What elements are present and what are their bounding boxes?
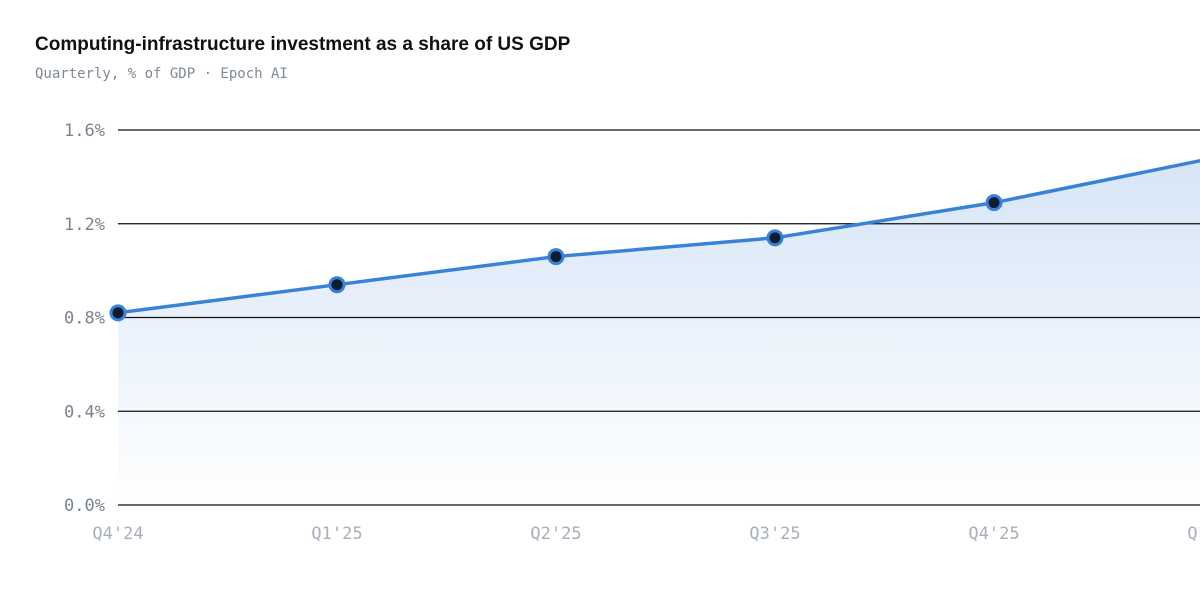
y-tick-label-1: 0.4% xyxy=(64,402,105,422)
data-point-1[interactable] xyxy=(328,276,346,294)
data-point-3[interactable] xyxy=(766,229,784,247)
x-tick-label-0: Q4'24 xyxy=(92,524,143,544)
x-tick-label-5: Q1'26 xyxy=(1187,524,1200,544)
y-tick-label-2: 0.8% xyxy=(64,309,105,329)
y-tick-label-4: 1.6% xyxy=(64,121,105,141)
series-line xyxy=(116,158,1200,315)
data-point-4[interactable] xyxy=(985,194,1003,212)
series-area xyxy=(118,160,1200,505)
data-point-2[interactable] xyxy=(547,248,565,266)
y-tick-label-0: 0.0% xyxy=(64,496,105,516)
y-tick-label-3: 1.2% xyxy=(64,215,105,235)
data-point-0[interactable] xyxy=(109,304,127,322)
x-tick-label-1: Q1'25 xyxy=(311,524,362,544)
chart-subtitle: Quarterly, % of GDP · Epoch AI xyxy=(35,66,288,82)
chart-title: Computing-infrastructure investment as a… xyxy=(35,34,571,55)
x-tick-label-4: Q4'25 xyxy=(968,524,1019,544)
x-tick-label-2: Q2'25 xyxy=(530,524,581,544)
x-tick-label-3: Q3'25 xyxy=(749,524,800,544)
